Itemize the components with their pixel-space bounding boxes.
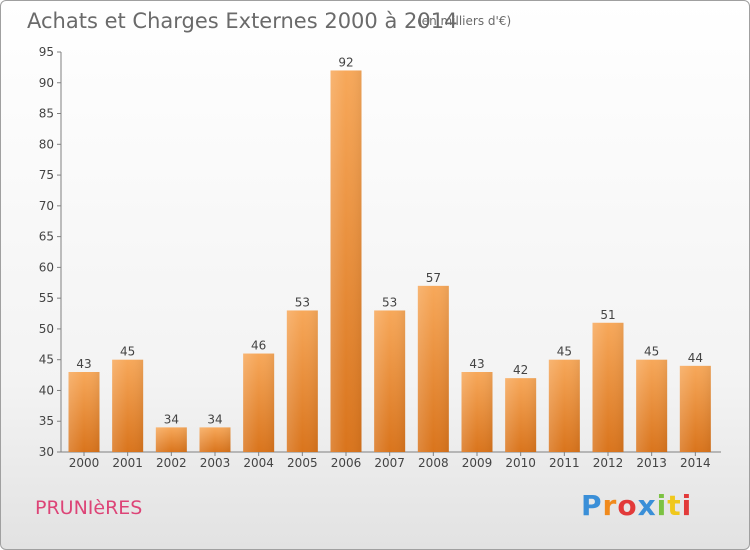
bars bbox=[68, 70, 711, 452]
data-label: 42 bbox=[513, 363, 528, 377]
bar-shine bbox=[636, 359, 668, 452]
data-label: 57 bbox=[426, 271, 441, 285]
bar-shine bbox=[112, 359, 144, 452]
x-tick-label: 2001 bbox=[112, 456, 143, 470]
logo-letter: P bbox=[581, 489, 603, 522]
x-tick-label: 2012 bbox=[593, 456, 624, 470]
x-tick-label: 2009 bbox=[462, 456, 493, 470]
x-tick-label: 2011 bbox=[549, 456, 580, 470]
bar-shine bbox=[68, 372, 100, 452]
x-tick-label: 2005 bbox=[287, 456, 318, 470]
axes: 30 35 40 45 50 55 60 65 70 75 80 85 90 95 2000 2001 2002… bbox=[39, 45, 721, 470]
x-tick-label: 2006 bbox=[331, 456, 362, 470]
data-label: 34 bbox=[164, 412, 179, 426]
logo-letter: i bbox=[681, 489, 693, 522]
y-tick-label: 40 bbox=[39, 383, 54, 397]
bar-shine bbox=[679, 365, 711, 452]
bar-shine bbox=[417, 285, 449, 452]
logo-letter: o bbox=[617, 489, 638, 522]
bar-shine bbox=[374, 310, 406, 452]
data-label: 51 bbox=[600, 308, 615, 322]
data-label: 45 bbox=[557, 345, 572, 359]
data-label: 45 bbox=[644, 345, 659, 359]
y-tick-label: 80 bbox=[39, 137, 54, 151]
y-tick-label: 70 bbox=[39, 199, 54, 213]
y-tick-label: 95 bbox=[39, 45, 54, 59]
bar-shine bbox=[243, 353, 275, 452]
x-tick-label: 2014 bbox=[680, 456, 711, 470]
data-label: 53 bbox=[295, 295, 310, 309]
bar-shine bbox=[199, 427, 231, 452]
y-tick-label: 75 bbox=[39, 168, 54, 182]
x-tick-label: 2000 bbox=[69, 456, 100, 470]
bar-shine bbox=[461, 372, 493, 452]
x-tick-label: 2010 bbox=[505, 456, 536, 470]
y-tick-label: 45 bbox=[39, 353, 54, 367]
bar-shine bbox=[155, 427, 187, 452]
x-tick-label: 2007 bbox=[374, 456, 405, 470]
y-tick-label: 85 bbox=[39, 107, 54, 121]
x-tick-label: 2002 bbox=[156, 456, 187, 470]
y-tick-label: 65 bbox=[39, 230, 54, 244]
bar-shine bbox=[548, 359, 580, 452]
proxiti-logo: Proxiti bbox=[581, 489, 692, 522]
chart-unit: (en milliers d'€) bbox=[417, 14, 512, 28]
bar-shine bbox=[592, 322, 624, 452]
data-label: 53 bbox=[382, 295, 397, 309]
data-label: 44 bbox=[688, 351, 703, 365]
bar-shine bbox=[330, 70, 362, 452]
logo-letter: i bbox=[656, 489, 668, 522]
x-tick-label: 2004 bbox=[243, 456, 274, 470]
y-tick-label: 30 bbox=[39, 445, 54, 459]
y-tick-label: 60 bbox=[39, 260, 54, 274]
bar-shine bbox=[505, 378, 537, 452]
bar-shine bbox=[286, 310, 318, 452]
data-label: 34 bbox=[207, 412, 222, 426]
data-label: 43 bbox=[469, 357, 484, 371]
data-label: 43 bbox=[76, 357, 91, 371]
y-tick-label: 35 bbox=[39, 414, 54, 428]
x-tick-label: 2003 bbox=[200, 456, 231, 470]
town-name: PRUNIèRES bbox=[35, 497, 143, 519]
logo-letter: r bbox=[602, 489, 618, 522]
data-label: 92 bbox=[338, 55, 353, 69]
data-label: 45 bbox=[120, 345, 135, 359]
y-tick-label: 50 bbox=[39, 322, 54, 336]
logo-letter: x bbox=[637, 489, 657, 522]
x-tick-label: 2013 bbox=[636, 456, 667, 470]
chart-title: Achats et Charges Externes 2000 à 2014 bbox=[27, 9, 458, 33]
y-tick-label: 90 bbox=[39, 76, 54, 90]
data-label: 46 bbox=[251, 339, 266, 353]
data-labels: 43 45 34 34 46 53 92 53 57 43 42 45 51 45 44 bbox=[76, 55, 703, 426]
logo-letter: t bbox=[667, 489, 682, 522]
y-tick-label: 55 bbox=[39, 291, 54, 305]
x-tick-label: 2008 bbox=[418, 456, 449, 470]
